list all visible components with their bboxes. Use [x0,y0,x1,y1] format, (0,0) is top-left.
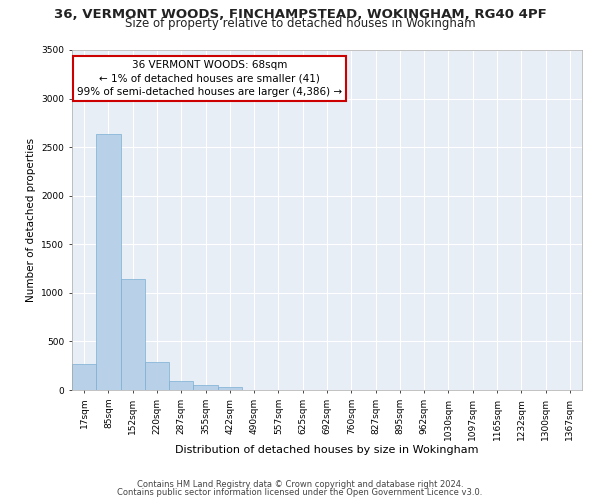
Bar [96,134,121,390]
Bar [193,384,218,390]
Text: Contains public sector information licensed under the Open Government Licence v3: Contains public sector information licen… [118,488,482,497]
Text: 36 VERMONT WOODS: 68sqm
← 1% of detached houses are smaller (41)
99% of semi-det: 36 VERMONT WOODS: 68sqm ← 1% of detached… [77,60,342,96]
Bar [121,280,145,390]
Text: Size of property relative to detached houses in Wokingham: Size of property relative to detached ho… [125,18,475,30]
Text: 36, VERMONT WOODS, FINCHAMPSTEAD, WOKINGHAM, RG40 4PF: 36, VERMONT WOODS, FINCHAMPSTEAD, WOKING… [53,8,547,20]
Y-axis label: Number of detached properties: Number of detached properties [26,138,36,302]
Bar [72,364,96,390]
X-axis label: Distribution of detached houses by size in Wokingham: Distribution of detached houses by size … [175,446,479,456]
Bar [169,381,193,390]
Bar [145,362,169,390]
Text: Contains HM Land Registry data © Crown copyright and database right 2024.: Contains HM Land Registry data © Crown c… [137,480,463,489]
Bar [218,386,242,390]
